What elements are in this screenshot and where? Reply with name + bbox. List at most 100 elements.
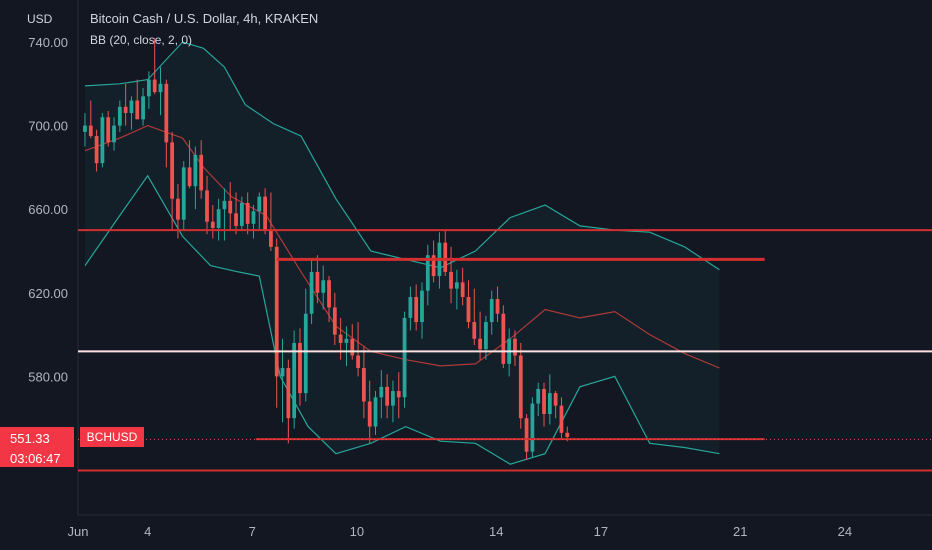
candle-body (117, 106, 122, 126)
candle-body (303, 313, 308, 394)
candle-body (199, 154, 204, 191)
candle-body (170, 142, 175, 199)
x-tick-label: 21 (733, 524, 747, 539)
candle-body (356, 355, 360, 369)
candle-body (123, 106, 128, 114)
candle-body (443, 242, 448, 272)
candle-body (245, 202, 250, 224)
x-tick-label: 10 (350, 524, 364, 539)
candle-body (181, 167, 186, 220)
y-tick-label: 620.00 (28, 286, 68, 301)
candle-body (263, 196, 267, 231)
candle-body (431, 255, 436, 277)
bollinger-upper (84, 41, 720, 271)
candle-body (542, 388, 546, 415)
candle-body (106, 117, 111, 143)
candle-body (484, 322, 488, 350)
indicator-legend[interactable]: BB (20, close, 2, 0) (90, 33, 193, 47)
candle-body (228, 200, 233, 214)
candle-body (210, 221, 215, 229)
candle-body (222, 200, 227, 210)
candle-body (460, 282, 465, 297)
candle-body (466, 296, 471, 323)
x-tick-label: 17 (594, 524, 608, 539)
candle-body (187, 167, 192, 187)
candle-body (524, 418, 529, 452)
candle-body (396, 391, 401, 398)
candle-body (408, 296, 413, 318)
y-tick-label: 580.00 (28, 369, 68, 384)
currency-label: USD (27, 12, 53, 26)
candle-body (414, 296, 419, 323)
candle-body (338, 334, 343, 343)
x-tick-label: 14 (489, 524, 503, 539)
candle-body (94, 136, 99, 164)
candle-body (327, 280, 331, 308)
candle-body (350, 338, 355, 356)
candle-body (547, 393, 552, 415)
candle-body (234, 213, 238, 226)
candle-body (332, 307, 337, 335)
candle-body (565, 432, 570, 438)
candle-body (158, 83, 163, 93)
x-tick-label: 7 (249, 524, 256, 539)
candle-body (344, 338, 349, 343)
candle-body (88, 125, 93, 137)
candle-body (420, 290, 424, 323)
bollinger-fill (85, 42, 720, 465)
candle-body (205, 190, 209, 222)
candle-body (495, 299, 500, 314)
candle-body (286, 368, 291, 419)
candle-body (135, 100, 140, 120)
candle-body (361, 368, 366, 402)
candle-body (251, 211, 256, 224)
candle-body (402, 317, 407, 398)
candle-body (501, 313, 506, 364)
candle-body (367, 401, 372, 427)
candle-body (536, 388, 541, 404)
candle-body (425, 255, 430, 291)
candle-body (147, 79, 151, 97)
chart-title: Bitcoin Cash / U.S. Dollar, 4h, KRAKEN (90, 11, 319, 26)
candle-body (373, 397, 378, 427)
candle-body (309, 271, 314, 314)
candle-body (112, 125, 116, 143)
symbol-tag: BCHUSD (80, 427, 144, 447)
candle-body (478, 338, 482, 350)
candle-body (385, 386, 390, 406)
y-tick-label: 740.00 (28, 35, 68, 50)
y-tick-label: 660.00 (28, 202, 68, 217)
candle-body (152, 79, 157, 93)
candle-body (216, 209, 221, 229)
candle-body (518, 355, 523, 419)
candle-body (164, 83, 169, 143)
candle-body (141, 96, 145, 120)
x-tick-label: 4 (144, 524, 151, 539)
candle-body (257, 196, 262, 212)
bollinger-lower (84, 174, 720, 465)
y-tick-label: 700.00 (28, 119, 68, 134)
candle-body (454, 282, 459, 289)
x-tick-label: Jun (68, 524, 89, 539)
bollinger-basis (84, 124, 720, 369)
candle-body (513, 338, 517, 356)
candle-body (559, 405, 564, 433)
candle-body (239, 202, 244, 226)
candle-body (129, 100, 134, 114)
candle-body (83, 125, 87, 132)
candle-body (530, 403, 535, 452)
candle-body (391, 391, 395, 406)
candle-body (292, 342, 297, 419)
candle-body (176, 198, 180, 220)
candle-body (100, 117, 105, 164)
bar-countdown: 03:06:47 (10, 451, 61, 466)
candle-body (280, 368, 285, 377)
candle-body (379, 386, 384, 398)
candle-body (269, 230, 273, 247)
candle-body (472, 322, 477, 339)
last-price-badge: 551.33 03:06:47 (0, 427, 74, 467)
candle-body (193, 154, 198, 187)
candle-body (553, 393, 558, 406)
candle-body (315, 271, 320, 293)
